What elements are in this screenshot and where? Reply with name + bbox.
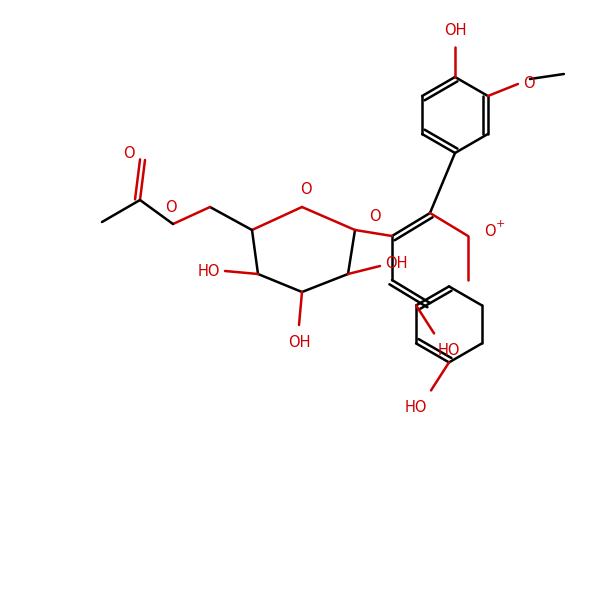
Text: O: O bbox=[124, 146, 135, 161]
Text: +: + bbox=[496, 219, 505, 229]
Text: O: O bbox=[484, 224, 496, 239]
Text: O: O bbox=[165, 200, 177, 215]
Text: O: O bbox=[368, 209, 380, 224]
Text: OH: OH bbox=[444, 23, 466, 38]
Text: O: O bbox=[300, 182, 312, 197]
Text: O: O bbox=[523, 76, 535, 91]
Text: OH: OH bbox=[288, 335, 310, 350]
Text: OH: OH bbox=[385, 257, 407, 271]
Text: HO: HO bbox=[404, 400, 427, 415]
Text: HO: HO bbox=[438, 343, 461, 358]
Text: HO: HO bbox=[197, 263, 220, 278]
